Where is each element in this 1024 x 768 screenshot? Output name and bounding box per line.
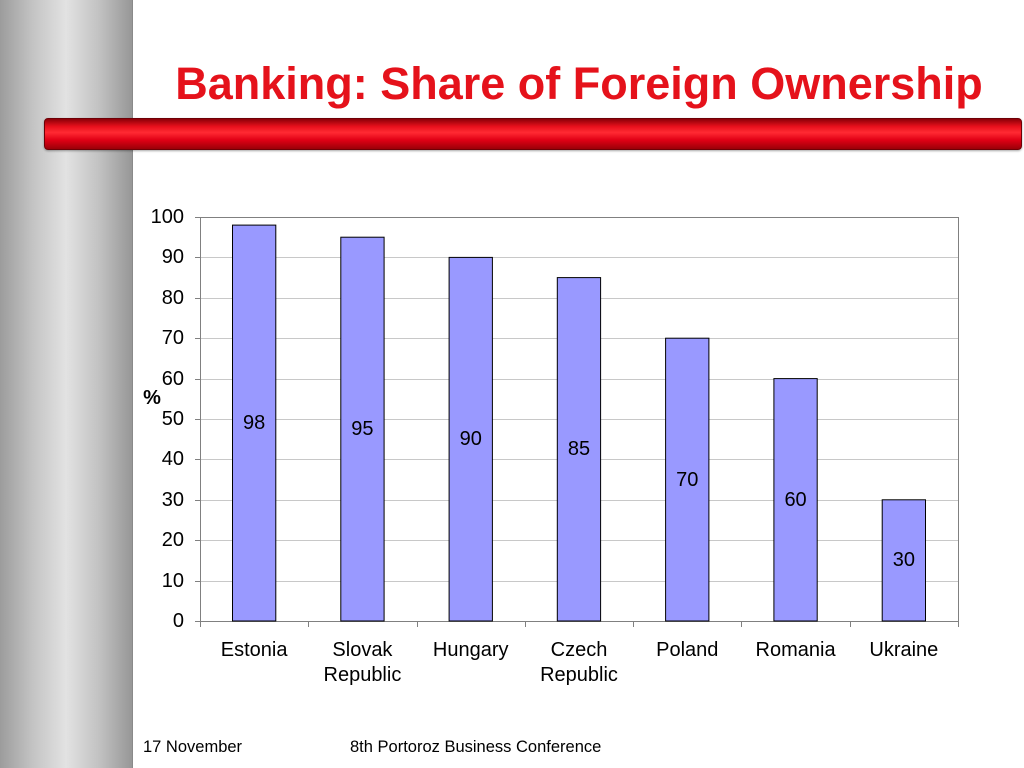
bar-slovak-republic <box>340 236 385 622</box>
bar-chart: % 0 10 20 30 40 50 60 70 80 90 100 98 Estonia 95 Slova… <box>134 200 1004 700</box>
data-label-czech-republic: 85 <box>567 438 591 461</box>
data-label-ukraine: 30 <box>892 549 915 572</box>
data-label-estonia: 98 <box>243 412 266 435</box>
y-tick-label: 50 <box>161 408 184 430</box>
y-tick-label: 70 <box>161 327 184 350</box>
slide-title: Banking: Share of Foreign Ownership <box>175 58 983 109</box>
y-tick-label: 40 <box>161 448 184 471</box>
sidebar-decoration <box>0 0 133 768</box>
title-underline-bar <box>44 118 1022 150</box>
y-tick-label: 10 <box>161 569 184 592</box>
data-label-slovak-republic: 95 <box>351 418 374 441</box>
y-tick-label: 20 <box>161 529 184 552</box>
plot-area-border <box>200 217 959 622</box>
footer-event: 8th Portoroz Business Conference <box>350 738 602 756</box>
data-label-hungary: 90 <box>459 428 482 451</box>
y-tick-label: 80 <box>161 286 184 309</box>
bar-poland <box>665 337 710 622</box>
y-axis-label: % <box>143 387 161 409</box>
bar-ukraine <box>881 499 927 622</box>
footer-date: 17 November <box>143 738 243 756</box>
y-tick-label: 100 <box>150 206 184 228</box>
chart-plot-svg <box>195 217 959 627</box>
y-tick-label: 30 <box>161 488 184 511</box>
bar-estonia <box>232 224 277 622</box>
y-tick-label: 60 <box>161 367 184 390</box>
x-tick-label-slovak-republic: Slovak Republic <box>323 639 402 686</box>
y-tick-label: 0 <box>172 610 184 632</box>
x-tick-label-czech-republic: Czech Republic <box>540 639 618 686</box>
x-tick-label-estonia: Estonia <box>220 639 288 661</box>
bar-czech-republic <box>556 277 602 622</box>
data-label-poland: 70 <box>676 468 699 491</box>
x-tick-label-poland: Poland <box>656 639 719 661</box>
y-tick-label: 90 <box>161 246 184 269</box>
x-tick-label-romania: Romania <box>755 639 836 661</box>
x-tick-label-ukraine: Ukraine <box>869 639 939 661</box>
x-tick-label-hungary: Hungary <box>432 639 509 661</box>
bar-hungary <box>448 256 493 622</box>
data-label-romania: 60 <box>784 488 807 511</box>
bar-romania <box>773 378 818 622</box>
